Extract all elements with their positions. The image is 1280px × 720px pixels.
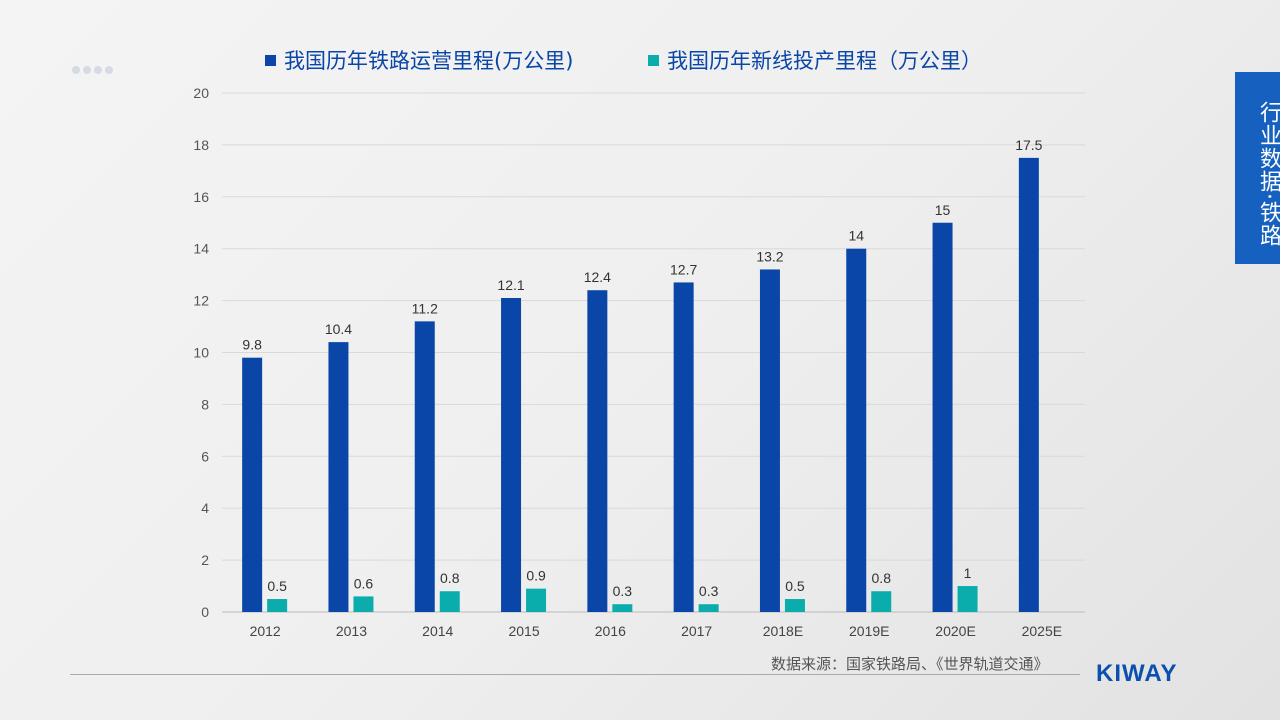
y-tick-label: 18 [193,137,209,153]
y-tick-label: 2 [201,552,209,568]
y-tick-label: 14 [193,241,209,257]
y-tick-label: 12 [193,293,209,309]
y-tick-label: 16 [193,189,209,205]
bar-new-line-2018E [784,599,805,612]
data-label: 0.3 [613,583,633,599]
bar-operating-2013 [328,342,349,612]
legend-swatch [648,55,659,66]
data-label: 1 [964,565,972,581]
legend-swatch [265,55,276,66]
section-tab[interactable]: 行业数据·铁路 [1235,72,1280,264]
data-label: 17.5 [1015,137,1042,153]
bar-new-line-2012 [267,599,288,612]
decorative-dots [72,66,113,74]
bar-new-line-2013 [353,596,374,612]
legend-label: 我国历年新线投产里程（万公里） [667,49,982,73]
y-tick-label: 8 [201,396,209,412]
data-label: 15 [935,202,951,218]
bar-new-line-2020E [957,586,978,612]
x-tick-label: 2025E [1022,623,1062,639]
kiway-logo: KIWAY [1096,660,1178,687]
data-label: 0.8 [872,570,892,586]
data-label: 0.3 [699,583,719,599]
y-tick-label: 6 [201,448,209,464]
bar-operating-2025E [1018,157,1039,612]
y-tick-label: 4 [201,500,209,516]
bar-new-line-2016 [612,604,633,612]
legend-label: 我国历年铁路运营里程(万公里) [284,49,573,73]
data-label: 9.8 [242,337,262,353]
bar-operating-2012 [242,357,263,612]
data-label: 13.2 [756,248,783,264]
data-label: 14 [848,228,864,244]
data-label: 10.4 [325,321,352,337]
data-label: 12.1 [497,277,524,293]
bar-operating-2020E [932,222,953,612]
bar-new-line-2017 [698,604,719,612]
bar-operating-2015 [501,298,522,612]
y-tick-label: 20 [193,85,209,101]
data-label: 0.6 [354,575,374,591]
bar-operating-2017 [673,282,694,612]
bar-new-line-2019E [871,591,892,612]
bar-operating-2014 [414,321,435,612]
y-tick-label: 0 [201,604,209,620]
bar-operating-2016 [587,290,608,612]
bar-operating-2018E [759,269,780,612]
data-label: 12.7 [670,261,697,277]
x-tick-label: 2019E [849,623,889,639]
x-tick-label: 2018E [763,623,803,639]
footer-divider [70,674,1080,675]
bar-new-line-2015 [526,588,547,612]
x-tick-label: 2014 [422,623,453,639]
data-label: 0.5 [785,578,805,594]
data-label: 0.9 [526,568,546,584]
x-tick-label: 2015 [508,623,539,639]
x-tick-label: 2017 [681,623,712,639]
x-tick-label: 2013 [336,623,367,639]
bar-operating-2019E [846,248,867,612]
x-tick-label: 2020E [935,623,975,639]
x-tick-label: 2012 [250,623,281,639]
y-tick-label: 10 [193,345,209,361]
x-tick-label: 2016 [595,623,626,639]
data-source: 数据来源：国家铁路局、《世界轨道交通》 [771,655,1049,673]
data-label: 11.2 [412,300,438,316]
data-label: 0.8 [440,570,460,586]
bar-new-line-2014 [439,591,460,612]
data-label: 0.5 [267,578,287,594]
data-label: 12.4 [584,269,611,285]
